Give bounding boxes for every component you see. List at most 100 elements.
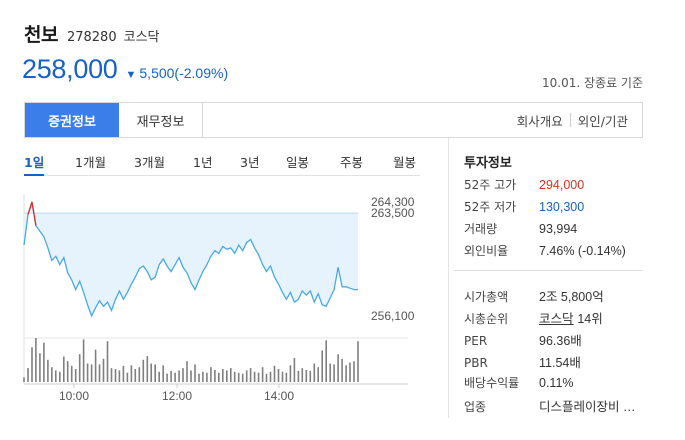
x-tick-label: 14:00 (264, 389, 294, 403)
volume-bar (313, 363, 316, 382)
volume-bar (253, 371, 256, 382)
period-weekly[interactable]: 주봉 (340, 155, 364, 170)
volume-bar (222, 369, 224, 382)
volume-bar (297, 370, 300, 382)
volume-bar (66, 361, 69, 382)
volume-bar (245, 370, 248, 382)
foreign-institution-link[interactable]: 외인/기관 (577, 113, 628, 129)
period-1m[interactable]: 1개월 (75, 155, 106, 170)
company-overview-link[interactable]: 회사개요 (516, 113, 563, 129)
tab-financial-info[interactable]: 재무정보 (119, 103, 203, 137)
volume-bar (166, 373, 168, 382)
y-tick-label: 256,100 (371, 309, 415, 323)
divider (569, 113, 571, 127)
x-tick-label: 10:00 (59, 389, 89, 403)
volume-bar (162, 365, 164, 382)
volume-bar (329, 363, 331, 382)
volume-bar (206, 372, 208, 382)
volume-bar (90, 364, 93, 382)
volume-bar (202, 371, 204, 382)
info-row-52w-low: 52주 저가 130,300 (464, 200, 585, 214)
info-row-market-cap: 시가총액 2조 5,800억 (464, 290, 604, 304)
period-monthly[interactable]: 월봉 (393, 155, 417, 170)
volume-bar (237, 372, 240, 382)
volume-bar (51, 367, 53, 382)
info-row-52w-high: 52주 고가 294,000 (464, 178, 585, 192)
volume-bar (257, 372, 260, 382)
period-1d[interactable]: 1일 (24, 152, 45, 176)
volume-bar (138, 367, 141, 382)
volume-bar (198, 373, 200, 382)
volume-bar (301, 368, 304, 382)
volume-bar (289, 365, 292, 382)
volume-bar (130, 365, 133, 382)
period-3y[interactable]: 3년 (240, 155, 260, 170)
divider (448, 138, 449, 418)
volume-bar (249, 368, 252, 382)
volume-bar (158, 371, 160, 382)
price-row: 258,000 ▼ 5,500(-2.09%) (22, 54, 228, 85)
down-triangle-icon: ▼ (125, 69, 137, 81)
volume-bar (265, 373, 268, 382)
y-tick-label: 264,300 (371, 195, 415, 209)
volume-bar (190, 370, 192, 382)
volume-bar (218, 372, 220, 382)
volume-bar (233, 371, 236, 382)
volume-bar (106, 341, 109, 382)
volume-bar (337, 354, 339, 382)
volume-bar (23, 377, 25, 382)
volume-bar (122, 365, 125, 382)
info-row-foreign-ratio: 외인비율 7.46% (-0.14%) (464, 244, 626, 258)
volume-bar (70, 365, 73, 382)
period-daily[interactable]: 일봉 (286, 155, 310, 170)
price-line (23, 201, 358, 318)
volume-bar (317, 367, 319, 382)
volume-bar (98, 364, 101, 382)
volume-bar (269, 371, 272, 382)
volume-bar (214, 370, 216, 382)
volume-bar (55, 370, 57, 382)
volume-bar (194, 364, 196, 382)
volume-bar (39, 353, 41, 382)
period-1y[interactable]: 1년 (193, 155, 213, 170)
price-change: ▼ 5,500(-2.09%) (126, 65, 229, 81)
volume-bar (150, 363, 152, 382)
investment-info-title: 투자정보 (464, 156, 512, 171)
market-link[interactable]: 코스닥 (539, 312, 574, 326)
base-date: 10.01. 장종료 기준 (542, 76, 643, 90)
tab-stock-info[interactable]: 증권정보 (25, 103, 119, 137)
volume-bar (277, 369, 280, 382)
stock-market: 코스닥 (123, 30, 160, 45)
price-change-value: 5,500(-2.09%) (139, 65, 229, 81)
x-tick-label: 12:00 (162, 389, 192, 403)
tab-right-links: 회사개요 외인/기관 (517, 103, 642, 137)
volume-bar (170, 370, 172, 382)
volume-bar (241, 373, 244, 382)
volume-bar (226, 370, 228, 382)
divider (454, 270, 643, 271)
volume-bar (230, 368, 232, 382)
volume-bar (285, 372, 288, 382)
period-3m[interactable]: 3개월 (134, 155, 165, 170)
info-row-sector: 업종 디스플레이장비 … (464, 400, 636, 414)
info-row-dividend: 배당수익률 0.11% (464, 376, 574, 390)
volume-bar (47, 359, 49, 382)
volume-bar (210, 367, 212, 382)
volume-bar (31, 347, 33, 382)
volume-bar (118, 370, 121, 382)
current-price: 258,000 (22, 54, 118, 84)
volume-bar (78, 354, 81, 382)
stock-name[interactable]: 천보 (24, 24, 58, 46)
volume-bar (357, 341, 359, 382)
sector-link[interactable]: 디스플레이장비 … (539, 400, 636, 414)
volume-bar (341, 358, 343, 382)
volume-bar (82, 339, 85, 382)
volume-bar (63, 356, 65, 382)
volume-bar (86, 363, 89, 382)
volume-bar (333, 364, 335, 382)
volume-bar (146, 356, 149, 382)
volume-bar (293, 357, 296, 382)
volume-bar (321, 350, 323, 382)
info-row-cap-rank: 시총순위 코스닥 14위 (464, 312, 603, 326)
